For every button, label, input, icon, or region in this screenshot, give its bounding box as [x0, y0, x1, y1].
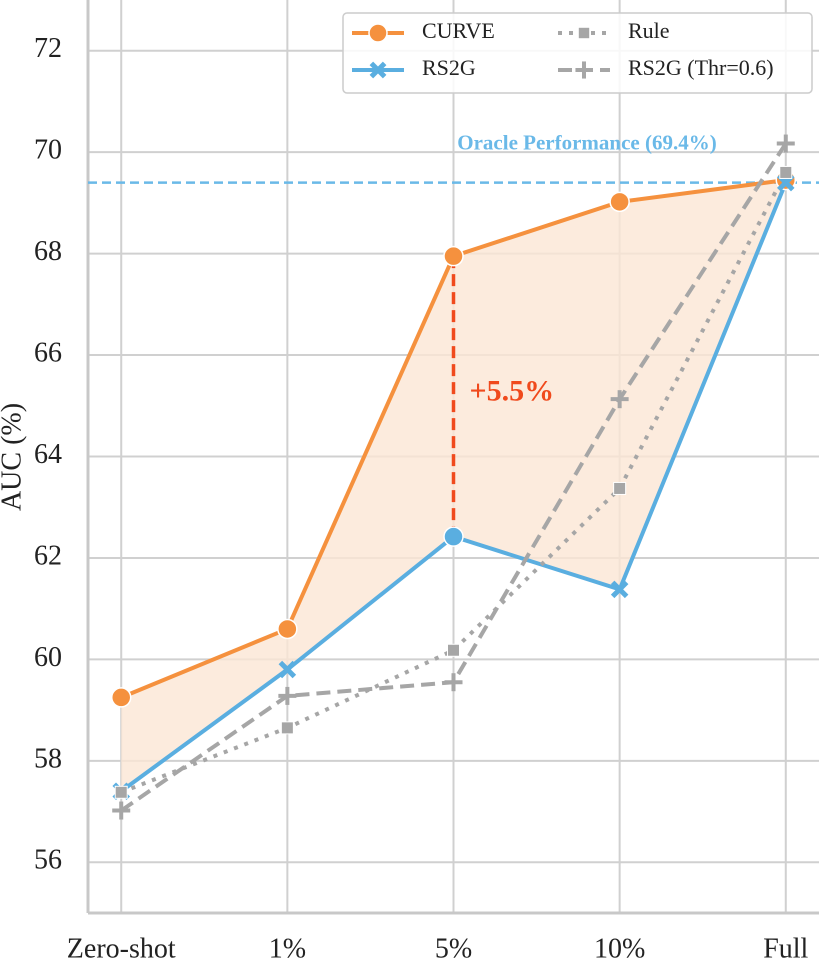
marker: [613, 481, 627, 495]
marker: [114, 785, 128, 799]
legend-label: RS2G: [422, 55, 476, 80]
marker: [443, 526, 464, 547]
y-tick-label: 60: [34, 642, 62, 673]
marker: [443, 245, 464, 267]
y-tick-label: 72: [34, 33, 62, 64]
y-tick-label: 66: [34, 337, 62, 368]
x-tick-label: 10%: [594, 933, 645, 964]
marker: [112, 801, 131, 820]
marker: [368, 23, 388, 43]
y-tick-label: 68: [34, 236, 62, 267]
y-tick-label: 70: [34, 135, 62, 166]
y-tick-label: 56: [34, 845, 62, 876]
legend: CURVE RS2G Rule RS2G (Thr=0.6): [342, 12, 813, 94]
marker: [610, 580, 629, 599]
legend-box: [342, 12, 813, 94]
marker: [444, 673, 463, 692]
marker: [110, 687, 132, 708]
marker: [278, 686, 297, 705]
gap-annotation: +5.5%: [470, 374, 555, 407]
y-tick-label: 64: [34, 439, 62, 470]
marker-stroke: [610, 580, 629, 599]
legend-label: CURVE: [422, 18, 495, 43]
marker: [280, 721, 294, 735]
x-tick-label: 5%: [435, 933, 472, 964]
legend-label: RS2G (Thr=0.6): [628, 55, 774, 80]
y-tick-label: 62: [34, 540, 62, 571]
legend-label: Rule: [628, 18, 670, 43]
reference-label: Oracle Performance (69.4%): [457, 130, 716, 154]
marker-stroke: [278, 660, 297, 679]
marker: [575, 61, 593, 79]
marker: [609, 191, 630, 213]
marker-stroke: [369, 61, 387, 79]
marker: [610, 390, 629, 409]
marker: [278, 660, 297, 679]
y-tick-label: 58: [34, 743, 62, 774]
marker: [776, 134, 795, 153]
x-tick-label: Zero-shot: [67, 933, 176, 964]
y-axis-label: AUC (%): [0, 403, 27, 511]
marker: [779, 165, 793, 179]
marker: [577, 26, 591, 40]
x-tick-label: 1%: [269, 933, 306, 964]
marker: [277, 618, 298, 640]
marker: [369, 61, 387, 79]
x-tick-label: Full: [763, 933, 808, 964]
marker: [447, 643, 460, 657]
